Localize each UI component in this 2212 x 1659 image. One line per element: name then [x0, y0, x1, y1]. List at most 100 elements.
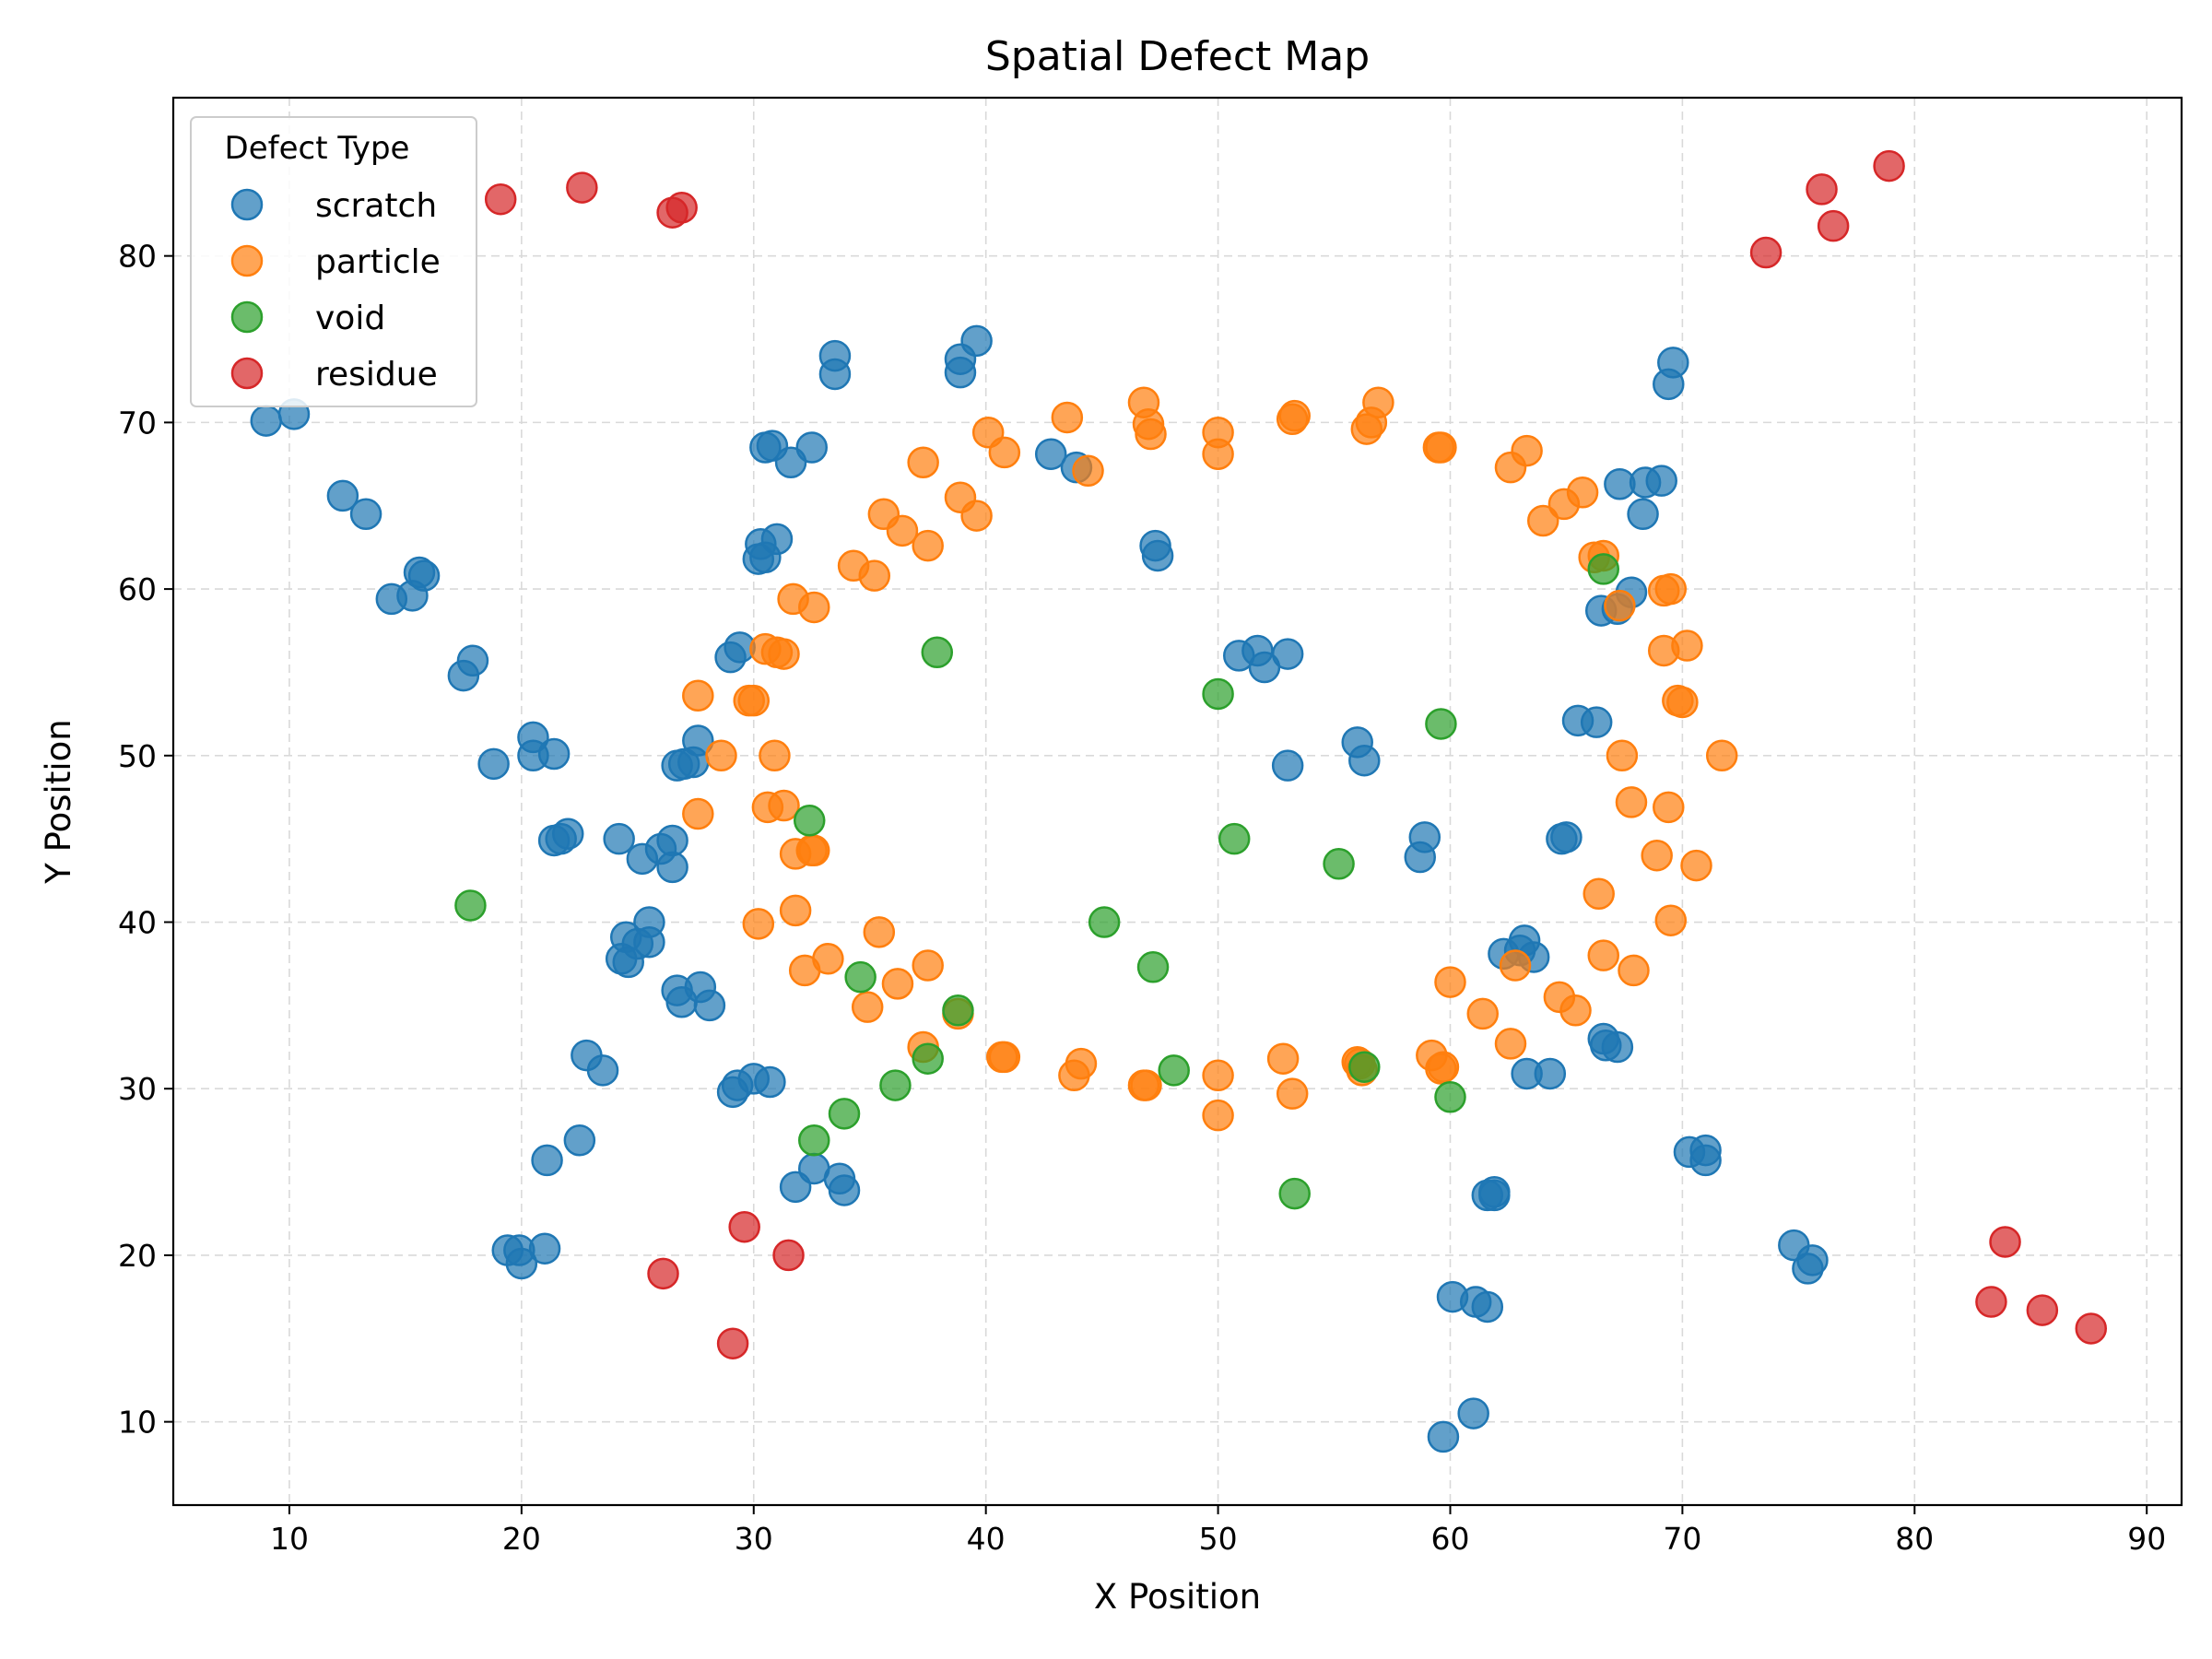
legend-marker-scratch: [230, 188, 264, 221]
data-point-particle: [1276, 1077, 1309, 1110]
data-point-particle: [881, 968, 914, 1000]
data-point-scratch: [960, 324, 993, 358]
data-point-residue: [484, 182, 517, 216]
data-point-scratch: [693, 989, 726, 1022]
data-point-void: [1278, 1177, 1311, 1210]
data-point-scratch: [1645, 465, 1677, 497]
data-point-particle: [1615, 786, 1648, 818]
data-point-residue: [2075, 1312, 2108, 1345]
data-point-particle: [779, 894, 812, 927]
data-point-void: [1202, 677, 1234, 711]
data-point-particle: [1135, 418, 1167, 451]
data-point-particle: [1202, 1099, 1234, 1132]
chart-title: Spatial Defect Map: [985, 33, 1370, 80]
data-point-particle: [1680, 849, 1712, 882]
data-point-particle: [1266, 1042, 1300, 1075]
data-point-void: [828, 1098, 861, 1130]
legend-box: [190, 116, 477, 407]
x-tick-label: 80: [1895, 1521, 1934, 1557]
data-point-scratch: [1601, 1030, 1634, 1064]
legend-marker-residue: [230, 357, 264, 390]
y-tick-label: 80: [118, 239, 157, 275]
x-tick-label: 30: [735, 1521, 773, 1557]
axis-ticks: 10 20 30 40 50 60 70 80 90 10 20 30 40 50 60 70 80: [118, 239, 2166, 1557]
data-point-scratch: [760, 523, 794, 556]
legend-label-scratch: scratch: [315, 187, 437, 225]
data-point-residue: [1989, 1226, 2021, 1258]
data-point-scratch: [537, 737, 571, 771]
data-point-residue: [1749, 236, 1783, 269]
data-point-particle: [759, 739, 791, 772]
data-point-particle: [1494, 1028, 1527, 1060]
legend-label-void: void: [315, 300, 385, 337]
data-point-particle: [1434, 966, 1466, 998]
data-point-residue: [716, 1327, 749, 1359]
y-tick-label: 60: [118, 571, 157, 607]
data-point-void: [879, 1069, 912, 1101]
data-point-void: [1136, 951, 1170, 983]
data-point-void: [921, 636, 954, 669]
data-point-scratch: [586, 1054, 619, 1087]
data-point-particle: [1425, 431, 1457, 464]
data-point-residue: [1975, 1286, 2007, 1318]
data-point-scratch: [1271, 749, 1304, 782]
y-tick-label: 20: [118, 1238, 157, 1274]
data-point-scratch: [1796, 1244, 1829, 1277]
data-point-scratch: [1348, 744, 1381, 777]
legend-label-residue: residue: [315, 356, 438, 394]
data-point-particle: [858, 559, 891, 592]
data-point-scratch: [1478, 1176, 1511, 1208]
plot-frame: [171, 96, 2183, 1507]
data-point-particle: [1362, 386, 1394, 418]
data-point-particle: [682, 797, 714, 830]
data-point-particle: [1065, 1047, 1098, 1080]
data-point-scratch: [1141, 539, 1174, 572]
data-point-particle: [1278, 399, 1311, 432]
data-point-scratch: [795, 431, 828, 464]
data-point-particle: [1618, 954, 1650, 987]
data-point-void: [1348, 1051, 1381, 1083]
data-point-particle: [1653, 791, 1685, 824]
legend: Defect Type scratch particle void residue: [190, 116, 477, 407]
data-point-scratch: [682, 724, 714, 757]
data-point-particle: [1202, 1059, 1234, 1092]
series-scratch: [250, 324, 1829, 1453]
data-point-scratch: [944, 356, 977, 389]
data-point-particle: [1427, 1051, 1460, 1083]
data-point-particle: [863, 916, 896, 948]
data-point-particle: [1072, 454, 1104, 488]
data-point-scratch: [477, 747, 510, 781]
data-point-scratch: [1550, 821, 1583, 853]
data-point-residue: [1806, 173, 1838, 206]
data-point-void: [1323, 848, 1355, 880]
data-point-void: [798, 1124, 830, 1157]
data-point-void: [1218, 822, 1251, 855]
data-point-scratch: [603, 822, 635, 855]
x-tick-label: 10: [270, 1521, 309, 1557]
data-point-void: [1425, 708, 1457, 740]
data-point-residue: [728, 1210, 760, 1243]
legend-marker-particle: [230, 244, 264, 277]
series-residue: [484, 149, 2108, 1359]
data-point-scratch: [447, 659, 480, 692]
y-tick-label: 30: [118, 1071, 157, 1107]
data-point-scratch: [828, 1174, 861, 1206]
y-tick-label: 70: [118, 405, 157, 441]
data-point-residue: [2026, 1294, 2059, 1326]
series-void: [454, 553, 1620, 1210]
data-point-void: [942, 994, 974, 1027]
data-point-scratch: [1427, 1420, 1460, 1453]
data-point-scratch: [818, 358, 852, 391]
data-point-scratch: [1408, 821, 1441, 853]
data-point-void: [912, 1042, 944, 1075]
data-point-scratch: [1689, 1144, 1722, 1177]
data-point-particle: [960, 500, 993, 532]
data-point-void: [844, 960, 877, 994]
legend-marker-void: [230, 300, 264, 334]
data-point-scratch: [656, 851, 688, 884]
data-point-scratch: [1534, 1057, 1567, 1090]
y-tick-label: 10: [118, 1405, 157, 1441]
data-point-particle: [1511, 434, 1543, 467]
data-point-particle: [851, 991, 884, 1023]
data-point-particle: [798, 834, 830, 867]
